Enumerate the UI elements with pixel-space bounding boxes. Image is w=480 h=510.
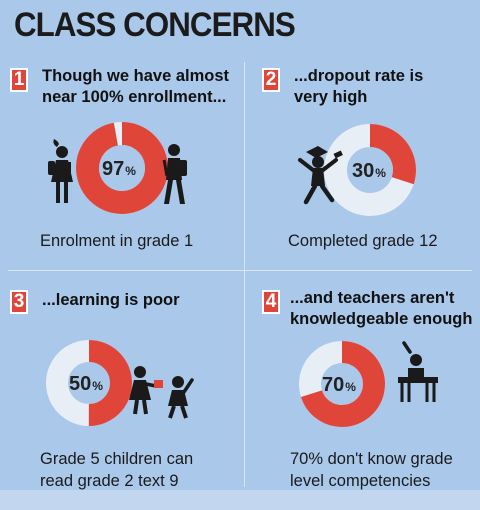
panel-heading: ...dropout rate is very high <box>294 66 423 108</box>
panel-heading: ...and teachers aren't knowledgeable eno… <box>290 288 472 330</box>
teacher-desk-icon <box>398 341 438 402</box>
donut-track <box>46 340 132 426</box>
caption-line: Grade 5 children can <box>40 450 194 468</box>
panel-heading-line: very high <box>294 88 368 106</box>
graduate-icon <box>298 146 343 205</box>
panel-heading-line: ...and teachers aren't <box>290 289 455 307</box>
caption-line: Completed grade 12 <box>288 232 438 250</box>
panel-caption: Enrolment in grade 1 <box>40 230 193 252</box>
panel-heading-line: ...dropout rate is <box>294 67 424 85</box>
donut-track <box>324 124 416 216</box>
panel-heading-line: ...learning is poor <box>42 291 180 309</box>
caption-line: read grade 2 text 9 <box>40 472 179 490</box>
panel-heading-line: knowledgeable enough <box>290 310 473 328</box>
percent-label: 30% <box>352 160 386 182</box>
donut-arc <box>76 122 168 214</box>
boy-student-icon <box>162 144 187 204</box>
panel-heading: ...learning is poor <box>42 290 180 311</box>
percent-label: 50% <box>69 373 103 395</box>
caption-line: 70% don't know grade <box>290 450 453 468</box>
panel-heading-line: near 100% enrollment... <box>42 88 227 106</box>
divider-vertical <box>244 62 245 487</box>
panel-number-badge: 3 <box>10 290 28 314</box>
percent-label: 70% <box>322 374 356 396</box>
children-reading-icon <box>129 366 194 419</box>
panel-heading: Though we have almost near 100% enrollme… <box>42 66 229 108</box>
girl-student-icon <box>48 139 73 203</box>
panel-caption: Grade 5 children can read grade 2 text 9 <box>40 448 193 492</box>
donut-arc <box>46 340 132 426</box>
donut-track <box>76 122 168 214</box>
footer-strip <box>0 490 480 510</box>
percent-label: 97% <box>102 158 136 180</box>
panel-number-badge: 4 <box>262 290 280 314</box>
donut-track <box>299 341 385 427</box>
panel-number-badge: 1 <box>10 68 28 92</box>
divider-horizontal <box>8 270 472 271</box>
panel-caption: 70% don't know grade level competencies <box>290 448 453 492</box>
donut-arc <box>299 341 385 427</box>
caption-line: Enrolment in grade 1 <box>40 232 194 250</box>
panel-caption: Completed grade 12 <box>288 230 438 252</box>
page-title: CLASS CONCERNS <box>14 6 296 44</box>
panel-number-badge: 2 <box>262 68 280 92</box>
panel-heading-line: Though we have almost <box>42 67 230 85</box>
caption-line: level competencies <box>290 472 431 490</box>
donut-arc <box>324 124 416 216</box>
